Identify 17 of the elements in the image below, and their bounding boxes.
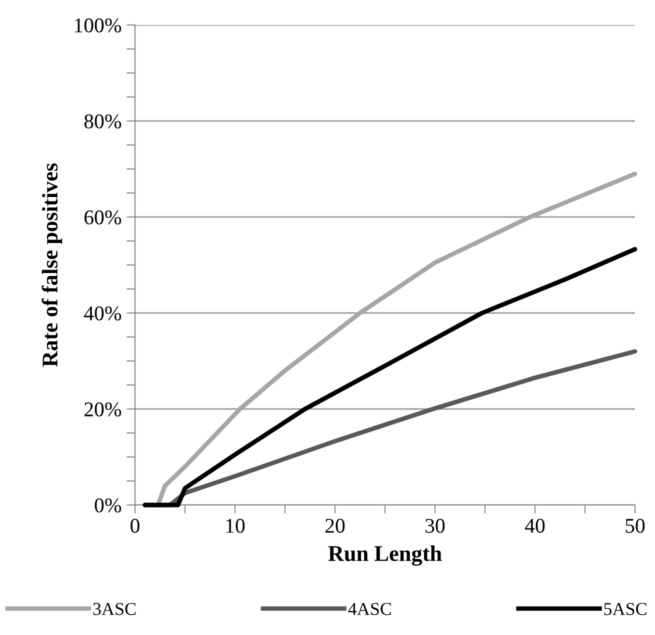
x-tick-label: 0 <box>130 518 140 533</box>
legend-label: 4ASC <box>348 602 392 616</box>
y-tick-label: 20% <box>84 402 122 416</box>
x-tick-label: 50 <box>626 518 645 533</box>
legend-label: 5ASC <box>604 602 646 616</box>
y-tick-label: 40% <box>84 306 122 320</box>
y-tick-label: 0% <box>94 498 122 512</box>
y-axis-title: Rate of false positives <box>42 163 62 367</box>
x-tick-label: 40 <box>524 518 545 533</box>
x-tick-label: 10 <box>226 518 245 533</box>
y-tick-label: 80% <box>84 114 122 128</box>
x-axis-title: Run Length <box>328 545 442 566</box>
legend-label: 3ASC <box>93 602 136 616</box>
y-tick-label: 60% <box>84 210 122 224</box>
y-tick-label: 100% <box>75 18 122 32</box>
x-tick-label: 30 <box>426 518 445 533</box>
x-tick-label: 20 <box>326 518 345 533</box>
